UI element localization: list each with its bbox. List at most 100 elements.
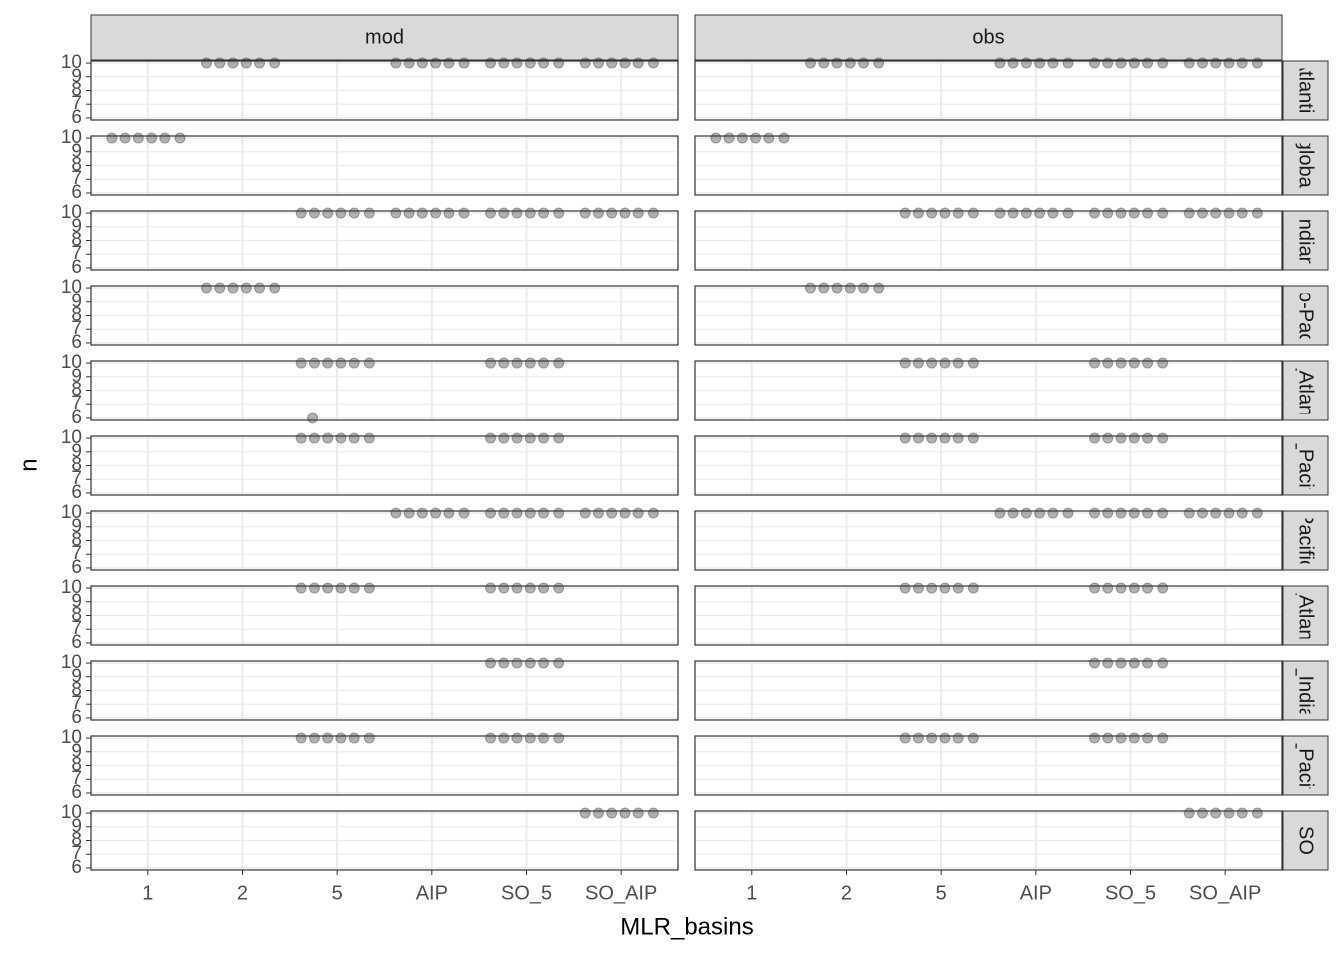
point: [1142, 57, 1154, 69]
point: [524, 657, 536, 669]
point: [606, 207, 618, 219]
point: [939, 732, 951, 744]
point: [322, 432, 334, 444]
point: [926, 582, 938, 594]
y-tick-label: 10: [61, 577, 82, 598]
point: [511, 507, 523, 519]
point: [295, 582, 307, 594]
point: [308, 582, 320, 594]
panel-border: [90, 210, 679, 271]
point: [511, 432, 523, 444]
point: [553, 57, 565, 69]
point: [430, 207, 442, 219]
panel-border: [90, 810, 679, 871]
point: [1196, 807, 1208, 819]
point: [912, 732, 924, 744]
point: [1236, 807, 1248, 819]
point: [805, 282, 817, 294]
point: [443, 207, 455, 219]
point: [1034, 507, 1046, 519]
y-tick-label: 7: [71, 693, 82, 714]
point: [1157, 357, 1169, 369]
panel-border: [90, 135, 679, 196]
point: [1251, 807, 1263, 819]
point: [619, 507, 631, 519]
point: [498, 732, 510, 744]
panel-border: [694, 660, 1283, 721]
point: [498, 432, 510, 444]
point: [485, 207, 497, 219]
point: [553, 357, 565, 369]
point: [485, 582, 497, 594]
point: [994, 207, 1006, 219]
strip: [694, 14, 1283, 61]
point: [1115, 732, 1127, 744]
point: [295, 432, 307, 444]
y-tick-label: 7: [71, 468, 82, 489]
panel-border: [90, 285, 679, 346]
point: [1047, 207, 1059, 219]
y-tick-label: 7: [71, 243, 82, 264]
point: [295, 732, 307, 744]
y-tick-label: 8: [71, 755, 82, 776]
strip-label: N_Pacific: [1295, 423, 1317, 507]
point: [592, 57, 604, 69]
point: [647, 207, 659, 219]
point: [1251, 507, 1263, 519]
point: [818, 282, 830, 294]
point: [1210, 57, 1222, 69]
point: [322, 357, 334, 369]
point: [1196, 507, 1208, 519]
y-tick-label: 9: [71, 666, 82, 687]
point: [524, 732, 536, 744]
point: [485, 507, 497, 519]
x-tick-label: 5: [936, 882, 947, 904]
point: [1196, 207, 1208, 219]
point: [269, 57, 281, 69]
point: [967, 582, 979, 594]
point: [538, 507, 550, 519]
y-tick-label: 10: [61, 802, 82, 823]
point: [430, 57, 442, 69]
y-tick-label: 6: [71, 182, 82, 203]
point: [524, 507, 536, 519]
point: [1115, 582, 1127, 594]
point: [240, 57, 252, 69]
point: [1236, 57, 1248, 69]
y-tick-label: 6: [71, 332, 82, 353]
strip-label: S_Pacific: [1295, 724, 1317, 807]
point: [524, 357, 536, 369]
point: [308, 357, 320, 369]
point: [201, 282, 213, 294]
point: [132, 132, 144, 144]
point: [553, 207, 565, 219]
point: [1128, 57, 1140, 69]
point: [912, 582, 924, 594]
y-tick-label: 9: [71, 441, 82, 462]
point: [1115, 507, 1127, 519]
strip-label: SO: [1295, 826, 1317, 855]
point: [1142, 357, 1154, 369]
point: [632, 807, 644, 819]
strip: [1282, 135, 1329, 196]
point: [174, 132, 186, 144]
point: [1157, 507, 1169, 519]
point: [1034, 207, 1046, 219]
point: [524, 57, 536, 69]
point: [1102, 432, 1114, 444]
panel-border: [90, 510, 679, 571]
y-tick-label: 9: [71, 291, 82, 312]
point: [606, 57, 618, 69]
point: [1102, 357, 1114, 369]
point: [858, 57, 870, 69]
point: [1062, 207, 1074, 219]
strip: [1282, 660, 1329, 721]
y-tick-label: 6: [71, 707, 82, 728]
y-tick-label: 7: [71, 393, 82, 414]
point: [498, 357, 510, 369]
point: [912, 432, 924, 444]
point: [485, 432, 497, 444]
point: [952, 582, 964, 594]
point: [498, 657, 510, 669]
strip: [1282, 585, 1329, 646]
